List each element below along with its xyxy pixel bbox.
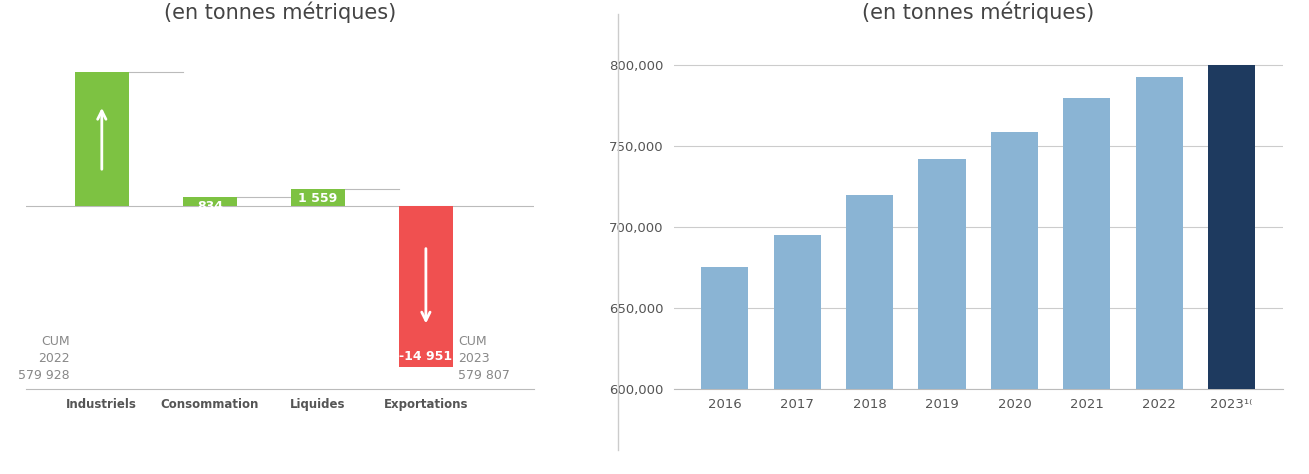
Bar bbox=[774, 235, 821, 474]
Bar bbox=[1208, 65, 1255, 474]
Text: 12 437: 12 437 bbox=[77, 369, 126, 382]
Bar bbox=[399, 206, 453, 366]
Bar bbox=[702, 267, 749, 474]
Bar bbox=[75, 72, 128, 206]
Bar bbox=[291, 189, 344, 206]
Text: CUM
2022
579 928: CUM 2022 579 928 bbox=[18, 335, 69, 382]
Text: CUM
2023
579 807: CUM 2023 579 807 bbox=[458, 335, 511, 382]
Text: -14 951: -14 951 bbox=[399, 350, 453, 363]
Title: Variation des volumes
de ventes de sucre
(en tonnes métriques): Variation des volumes de ventes de sucre… bbox=[164, 0, 397, 23]
Text: 1 559: 1 559 bbox=[298, 192, 338, 205]
Bar bbox=[991, 132, 1038, 474]
Bar bbox=[1063, 98, 1110, 474]
Bar bbox=[846, 195, 893, 474]
Bar bbox=[1136, 77, 1183, 474]
Bar bbox=[919, 159, 966, 474]
Bar bbox=[183, 197, 237, 206]
Text: 834: 834 bbox=[196, 200, 223, 213]
Title: Volumes de ventes de sucre
(en tonnes métriques): Volumes de ventes de sucre (en tonnes mé… bbox=[831, 0, 1126, 23]
